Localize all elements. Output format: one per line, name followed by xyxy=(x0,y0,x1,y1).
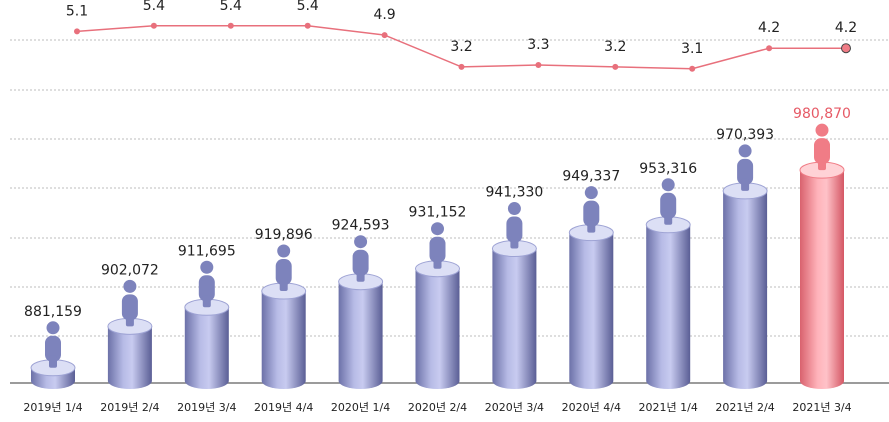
bar-value-label: 970,393 xyxy=(716,127,774,143)
person-icon xyxy=(815,123,829,137)
category-label: 2021년 1/4 xyxy=(639,401,698,414)
bar-2019년 4/4 xyxy=(261,244,307,389)
bar-value-label: 949,337 xyxy=(562,169,620,185)
category-label: 2019년 2/4 xyxy=(100,401,159,414)
rate-point xyxy=(689,65,696,72)
category-label: 2020년 1/4 xyxy=(331,401,390,414)
category-label: 2020년 2/4 xyxy=(408,401,467,414)
bar-value-label: 911,695 xyxy=(178,243,236,259)
rate-point xyxy=(612,63,619,70)
rate-point xyxy=(535,62,542,69)
person-icon xyxy=(123,279,137,293)
category-label: 2021년 3/4 xyxy=(792,401,851,414)
rate-value-label: 3.2 xyxy=(604,39,626,55)
bar-2020년 2/4 xyxy=(415,222,460,389)
category-label: 2019년 4/4 xyxy=(254,401,313,414)
rate-value-label: 5.4 xyxy=(143,0,165,14)
rate-value-label: 4.9 xyxy=(373,7,395,23)
rate-point xyxy=(304,22,311,29)
rate-value-label: 4.2 xyxy=(835,20,857,36)
category-label: 2019년 3/4 xyxy=(177,401,236,414)
bar-2021년 3/4 xyxy=(799,123,845,389)
category-label: 2021년 2/4 xyxy=(715,401,774,414)
rate-value-label: 3.1 xyxy=(681,41,703,57)
rate-value-label: 5.4 xyxy=(297,0,319,14)
person-icon xyxy=(584,186,598,200)
rate-value-label: 4.2 xyxy=(758,20,780,36)
bars xyxy=(30,123,845,389)
person-icon xyxy=(661,178,675,192)
category-label: 2020년 3/4 xyxy=(485,401,544,414)
bar-value-label: 953,316 xyxy=(639,161,697,177)
rate-point xyxy=(458,63,465,70)
category-label: 2020년 4/4 xyxy=(562,401,621,414)
rate-point xyxy=(150,22,157,29)
bar-2020년 3/4 xyxy=(491,202,537,389)
rate-value-label: 5.1 xyxy=(66,3,88,19)
bar-2020년 1/4 xyxy=(338,235,384,389)
rate-value-label: 3.2 xyxy=(450,39,472,55)
bar-2019년 2/4 xyxy=(107,279,153,389)
labels: 881,159 2019년 1/4 902,072 2019년 2/4 911,695 2… xyxy=(23,0,857,414)
bar-2020년 4/4 xyxy=(568,186,614,389)
bar-2019년 3/4 xyxy=(184,260,230,389)
bar-value-label: 924,593 xyxy=(332,218,390,234)
person-icon xyxy=(354,235,368,249)
bar-value-label: 902,072 xyxy=(101,262,159,278)
rate-value-label: 5.4 xyxy=(220,0,242,14)
bar-value-label: 941,330 xyxy=(485,185,543,201)
bar-value-label: 980,870 xyxy=(793,106,851,122)
person-icon xyxy=(738,144,752,158)
bar-2021년 1/4 xyxy=(645,178,691,389)
person-icon xyxy=(507,202,521,216)
rate-point xyxy=(841,43,851,54)
bar-value-label: 881,159 xyxy=(24,304,82,320)
category-label: 2019년 1/4 xyxy=(23,401,82,414)
rate-line xyxy=(74,22,851,72)
person-icon xyxy=(431,222,444,236)
rate-value-label: 3.3 xyxy=(527,37,549,53)
person-icon xyxy=(200,260,214,274)
rate-point xyxy=(381,32,388,39)
bar-2021년 2/4 xyxy=(722,144,768,389)
person-icon xyxy=(277,244,291,258)
bar-2019년 1/4 xyxy=(30,321,76,389)
bar-value-label: 919,896 xyxy=(255,227,313,243)
rate-point xyxy=(766,45,773,52)
rate-point xyxy=(74,28,80,35)
person-icon xyxy=(46,321,60,335)
bar-value-label: 931,152 xyxy=(409,205,467,221)
rate-point xyxy=(227,22,234,29)
